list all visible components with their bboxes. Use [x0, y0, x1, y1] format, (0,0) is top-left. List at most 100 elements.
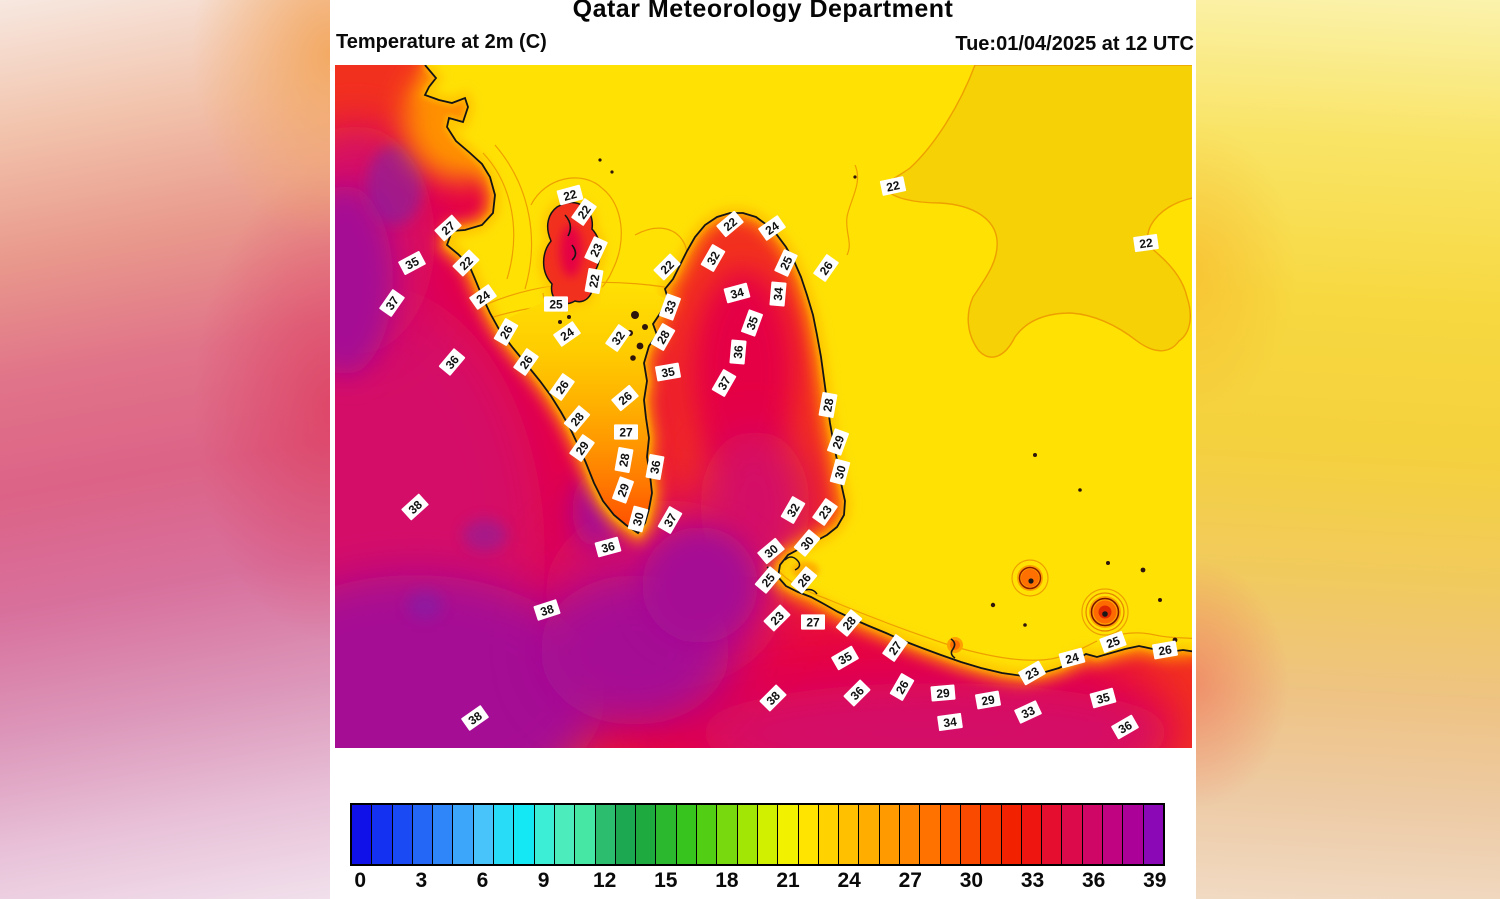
svg-text:23: 23 — [587, 241, 605, 259]
svg-text:25: 25 — [1104, 633, 1122, 651]
contour-label: 26 — [1152, 640, 1178, 660]
colorbar-cell — [1081, 805, 1102, 864]
svg-text:35: 35 — [660, 364, 676, 380]
colorbar-cell — [777, 805, 798, 864]
colorbar-cell — [655, 805, 676, 864]
contour-label: 29 — [827, 428, 849, 456]
contour-label: 38 — [533, 599, 561, 621]
contour-label: 37 — [711, 369, 737, 397]
contour-label: 27 — [614, 424, 638, 440]
contour-label: 22 — [879, 176, 907, 196]
colorbar-tick: 21 — [776, 869, 800, 892]
contour-label: 28 — [563, 405, 591, 433]
colorbar-cell — [1122, 805, 1143, 864]
contour-label: 30 — [793, 529, 821, 557]
contour-label: 24 — [1058, 647, 1086, 669]
heat-spot-coastal — [947, 637, 963, 659]
contour-label: 24 — [469, 284, 497, 310]
colorbar-cell — [1101, 805, 1123, 864]
contour-label: 24 — [553, 321, 581, 347]
contour-label: 32 — [605, 324, 631, 352]
contour-label: 23 — [763, 604, 791, 632]
contour-label: 37 — [657, 506, 683, 534]
colorbar-tick: 0 — [354, 869, 367, 892]
colorbar-tick: 18 — [715, 869, 739, 892]
colorbar-tick: 33 — [1020, 869, 1045, 892]
contour-label: 26 — [549, 373, 575, 401]
colorbar-cell — [472, 805, 494, 864]
svg-text:32: 32 — [704, 249, 723, 268]
contour-label: 25 — [1099, 631, 1127, 653]
heat-spot-small — [1011, 559, 1049, 597]
contour-label: 28 — [835, 609, 863, 637]
contour-label: 27 — [882, 634, 908, 662]
contour-label: 29 — [612, 476, 634, 504]
product-label: Temperature at 2m (C) — [336, 31, 547, 53]
colorbar-cell — [594, 805, 615, 864]
contour-label: 22 — [452, 249, 480, 277]
svg-text:27: 27 — [619, 425, 633, 439]
contour-label: 36 — [843, 679, 871, 707]
contour-label: 34 — [769, 281, 787, 307]
contour-label: 30 — [757, 537, 785, 565]
colorbar-cell — [919, 805, 940, 864]
contour-label: 30 — [627, 505, 649, 533]
contour-label: 38 — [759, 684, 787, 712]
contour-label: 29 — [975, 690, 1001, 710]
svg-text:22: 22 — [562, 187, 579, 204]
contour-label: 27 — [434, 214, 462, 242]
svg-text:26: 26 — [893, 678, 912, 697]
svg-text:36: 36 — [647, 459, 663, 475]
colorbar-cell — [533, 805, 554, 864]
colorbar-cell — [1061, 805, 1082, 864]
contour-label: 28 — [818, 392, 838, 418]
contour-label: 27 — [801, 614, 825, 630]
contour-label: 23 — [584, 236, 608, 264]
svg-text:22: 22 — [885, 178, 901, 195]
colorbar-cell — [899, 805, 920, 864]
contour-label: 28 — [650, 323, 676, 351]
background-blur-left — [0, 0, 330, 899]
colorbar-cell — [371, 805, 392, 864]
colorbar-cell — [614, 805, 636, 864]
svg-text:29: 29 — [936, 686, 951, 701]
svg-text:24: 24 — [1064, 650, 1081, 667]
colorbar-cell — [959, 805, 981, 864]
contour-label: 35 — [1089, 687, 1117, 709]
valid-time-label: Tue:01/04/2025 at 12 UTC — [955, 33, 1194, 55]
svg-text:34: 34 — [729, 285, 746, 302]
svg-text:29: 29 — [980, 692, 996, 708]
bahrain-island — [538, 197, 606, 309]
contour-label: 34 — [723, 282, 751, 304]
colorbar-tick: 6 — [476, 869, 489, 892]
contour-label: 33 — [659, 293, 681, 321]
svg-text:35: 35 — [403, 254, 422, 273]
colorbar-cell — [696, 805, 717, 864]
contour-label: 22 — [556, 184, 584, 206]
contour-label: 32 — [780, 496, 806, 524]
svg-text:26: 26 — [497, 323, 516, 342]
contour-label: 25 — [754, 566, 782, 594]
colorbar-cell — [736, 805, 757, 864]
contour-label: 29 — [569, 434, 595, 462]
colorbar-cell — [756, 805, 778, 864]
colorbar-tick: 30 — [959, 869, 984, 892]
contour-label: 28 — [614, 447, 634, 473]
svg-text:25: 25 — [777, 254, 795, 272]
colorbar-tick: 24 — [837, 869, 861, 892]
svg-text:29: 29 — [830, 433, 848, 451]
heat-spot-large — [1081, 588, 1129, 636]
contour-label: 23 — [1018, 660, 1046, 686]
colorbar-cell — [1142, 805, 1163, 864]
contour-label: 35 — [741, 309, 763, 337]
svg-text:28: 28 — [616, 452, 632, 468]
colorbar-cell — [675, 805, 697, 864]
svg-text:34: 34 — [771, 286, 786, 301]
colorbar-tick: 39 — [1143, 869, 1167, 892]
svg-text:26: 26 — [1157, 642, 1173, 658]
contour-label: 22 — [571, 198, 597, 226]
svg-text:29: 29 — [615, 481, 633, 499]
colorbar-cell — [574, 805, 595, 864]
